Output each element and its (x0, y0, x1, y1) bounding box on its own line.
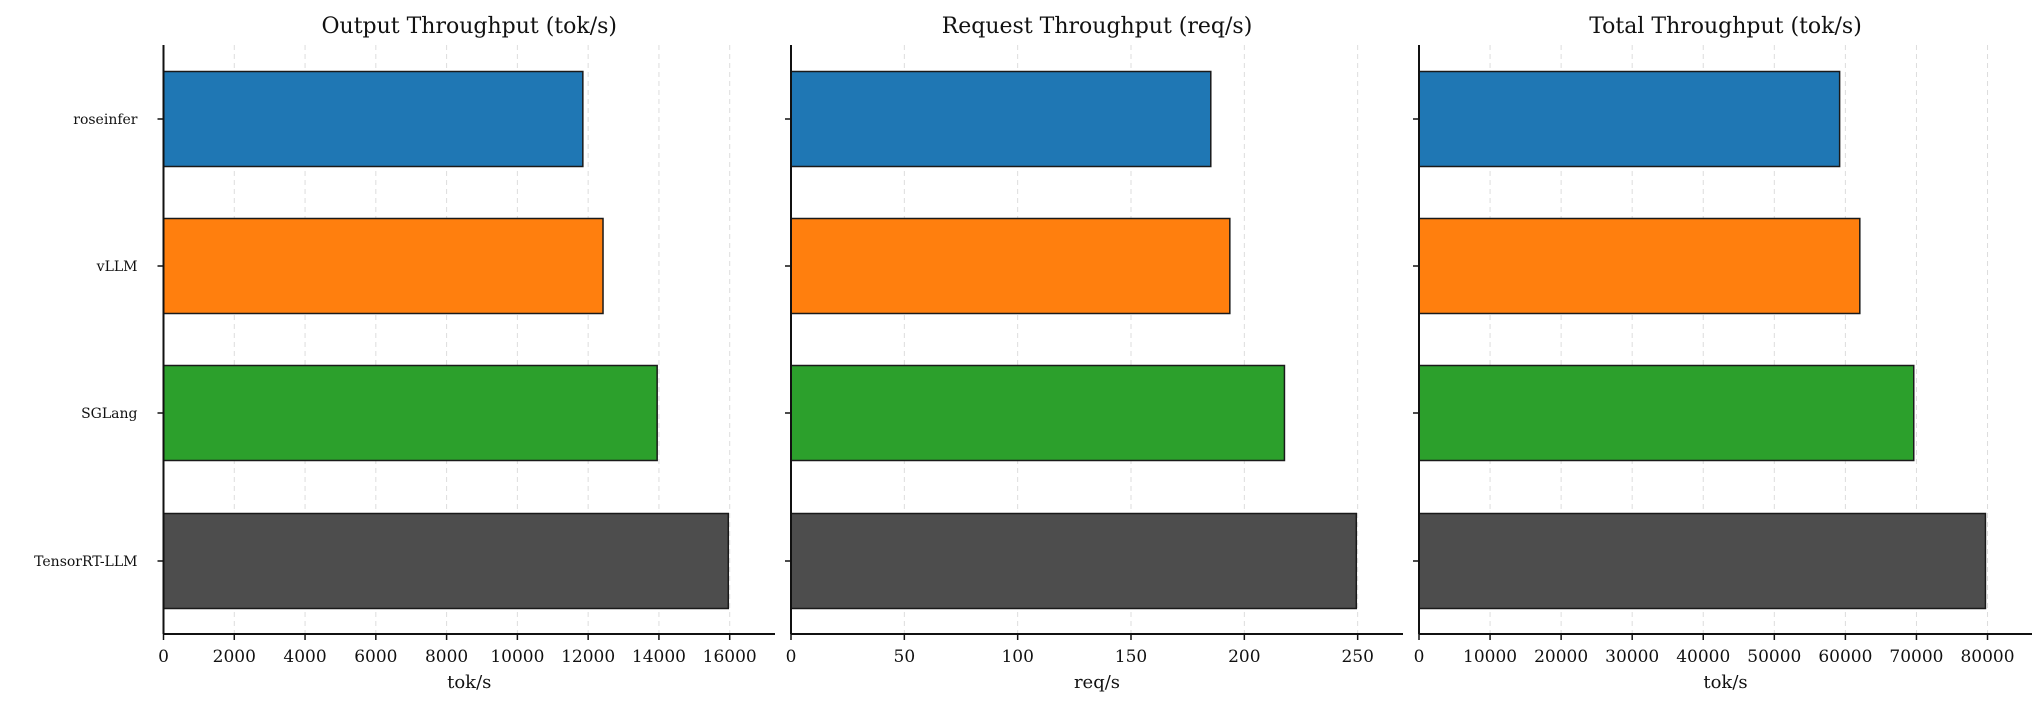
x-tick-label: 80000 (1960, 647, 2014, 667)
x-tick-label: 50000 (1747, 647, 1801, 667)
chart-title: Request Throughput (req/s) (942, 14, 1253, 39)
bar-sglang (1418, 364, 1915, 462)
chart-title: Output Throughput (tok/s) (321, 14, 617, 39)
bar-roseinfer (790, 70, 1212, 168)
y-tick-label: SGLang (81, 406, 137, 422)
x-tick-label: 2000 (213, 647, 256, 667)
x-tick-label: 50 (894, 647, 916, 667)
bar-vllm (790, 217, 1231, 315)
x-tick-label: 150 (1115, 647, 1147, 667)
panel-1: 0 2000 4000 6000 8000 10000 12000 14000 16000 ros… (34, 14, 775, 693)
x-tick-label: 0 (786, 647, 797, 667)
x-tick-label: 30000 (1605, 647, 1659, 667)
x-tick-label: 8000 (425, 647, 468, 667)
y-tick-label: TensorRT-LLM (34, 554, 137, 570)
x-tick-label: 200 (1228, 647, 1260, 667)
bar-sglang (162, 364, 658, 462)
x-tick-label: 0 (1414, 647, 1425, 667)
x-tick-label: 6000 (354, 647, 397, 667)
x-tick-label: 20000 (1534, 647, 1588, 667)
x-axis-label: tok/s (447, 672, 491, 693)
bar-roseinfer (162, 70, 584, 168)
y-tick-label: vLLM (96, 259, 138, 275)
x-tick-label: 70000 (1889, 647, 1943, 667)
bar-tensorrt-llm (1418, 512, 1987, 610)
x-tick-label: 10000 (490, 647, 544, 667)
x-tick-label: 4000 (283, 647, 326, 667)
panel-3: 0 10000 20000 30000 40000 50000 60000 70000 8000… (1413, 14, 2032, 693)
bar-vllm (162, 217, 604, 315)
x-tick-label: 16000 (703, 647, 757, 667)
x-tick-label: 250 (1341, 647, 1373, 667)
x-tick-label: 100 (1001, 647, 1033, 667)
chart-title: Total Throughput (tok/s) (1589, 14, 1862, 39)
x-tick-label: 60000 (1818, 647, 1872, 667)
bar-tensorrt-llm (790, 512, 1358, 610)
panel-2: 0 50 100 150 200 250 Request Throughput (req/s… (785, 14, 1403, 693)
x-axis-label: tok/s (1703, 672, 1747, 693)
x-tick-label: 12000 (561, 647, 615, 667)
x-tick-label: 14000 (632, 647, 686, 667)
bar-vllm (1418, 217, 1861, 315)
y-tick-label: roseinfer (73, 112, 138, 128)
bar-roseinfer (1418, 70, 1841, 168)
bar-tensorrt-llm (162, 512, 730, 610)
x-tick-label: 40000 (1676, 647, 1730, 667)
bar-sglang (790, 364, 1286, 462)
x-axis-label: req/s (1074, 672, 1120, 693)
x-tick-label: 10000 (1463, 647, 1517, 667)
x-tick-label: 0 (158, 647, 169, 667)
